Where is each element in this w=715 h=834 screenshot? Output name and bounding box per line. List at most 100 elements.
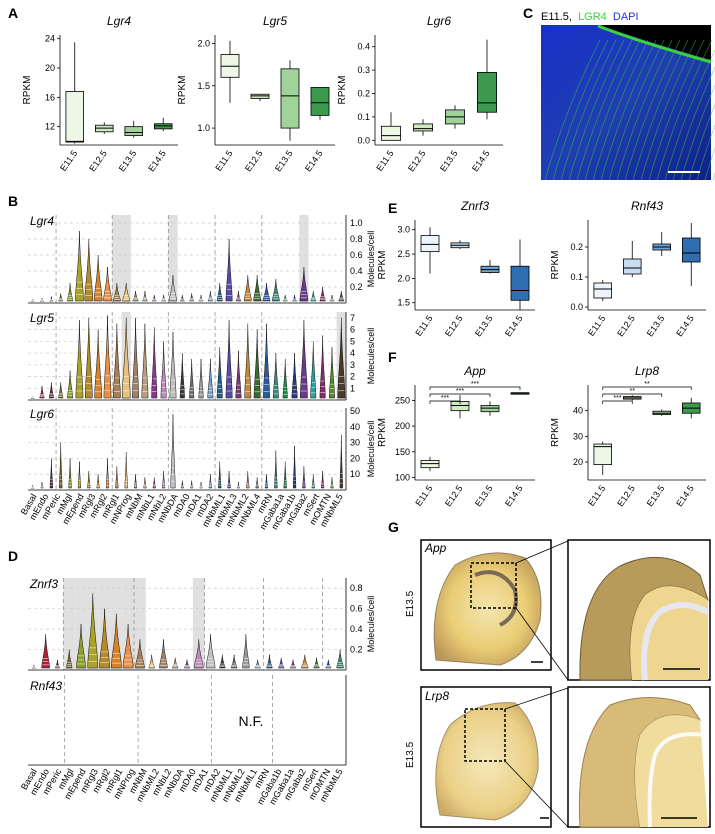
violin-shape [87, 471, 91, 489]
panel-label-d: D [8, 548, 18, 564]
lgr4-fiber [688, 103, 715, 181]
violin-shape [142, 290, 148, 302]
app-zoom-ventricle [641, 602, 710, 681]
chart-title: Znrf3 [460, 199, 489, 213]
violin-shape [235, 290, 241, 302]
app-section-feature [474, 570, 518, 627]
significance-bracket [429, 393, 491, 397]
lrp8-zoom-ventricle [647, 732, 706, 828]
panel-label-e: E [388, 200, 397, 216]
y-axis-label: RPKM [377, 251, 388, 280]
box-E13.5 [652, 409, 672, 416]
violin-title: Znrf3 [29, 577, 58, 591]
violin-shape [113, 282, 121, 302]
y-tick-label: 5 [350, 336, 355, 346]
violin-shape [189, 358, 195, 399]
y-tick-label: 3 [350, 360, 355, 370]
y-tick-label: 1 [350, 383, 355, 393]
lgr4-fiber [656, 39, 713, 181]
violin-shape [291, 353, 298, 399]
lgr4-fiber [680, 84, 715, 181]
app-section-shape [433, 552, 542, 666]
box-E14.5 [510, 392, 530, 395]
significance-bracket [602, 386, 692, 390]
chart-title: Lgr6 [427, 14, 451, 28]
violin-panels: 0.20.40.60.81.0Lgr4Molecules/cell1234567… [19, 214, 376, 806]
violin-shape [172, 657, 179, 669]
violin-shape [337, 317, 346, 399]
box-body [65, 91, 85, 143]
y-tick-label: 200 [395, 421, 410, 431]
violin-rnf43: Rnf43 [28, 675, 347, 766]
significance-bracket [429, 386, 521, 390]
violin-shape [141, 323, 149, 399]
y-tick-label: 2.0 [397, 273, 410, 283]
violin-shape [66, 649, 73, 669]
violin-shape [103, 266, 112, 302]
x-tick-label: E13.5 [117, 148, 139, 173]
violin-shape [300, 320, 308, 399]
x-tick-label: E12.5 [615, 313, 637, 338]
x-tick-label: E13.5 [273, 148, 295, 173]
boxplot-rnf43: Rnf43 0.0 0.1 0.2 RPKM E11.5 E12.5 E13.5 E14.5 [550, 199, 706, 338]
panel-g-lrp8: Lrp8 E13.5 [405, 686, 711, 828]
panel-label-b: B [8, 193, 18, 209]
y-axis-label: RPKM [550, 418, 561, 447]
y-tick-label: 0.8 [350, 583, 363, 593]
y-tick-label: 2.5 [397, 249, 410, 259]
lrp8-zoom-line-top [504, 687, 569, 710]
violin-shape [115, 466, 119, 489]
box-E11.5 [220, 40, 240, 103]
highlight-band [299, 215, 309, 303]
violin-shape [41, 634, 50, 669]
y-axis-label: RPKM [337, 76, 348, 105]
violin-shape [75, 320, 84, 399]
box-body [476, 72, 497, 113]
panel-label-f: F [388, 349, 397, 365]
y-tick-label: 0.8 [350, 234, 363, 244]
boxplot-lgr6: Lgr6 0.0 0.1 0.2 0.3 0.4 RPKM E11.5 E12.5 E13.5 E1… [337, 14, 503, 173]
violin-shape [113, 323, 121, 399]
significance-stars: *** [613, 395, 621, 402]
y-axis-label: Molecules/cell [366, 231, 376, 288]
violin-shape [274, 450, 278, 489]
y-tick-label: 0.4 [350, 624, 363, 634]
violin-shape [263, 323, 270, 399]
violin-shape [133, 474, 138, 489]
boxplot-lgr5: Lgr5 1.0 1.5 2.0 RPKM E11.5 E12.5 E13.5 E14.5 [177, 14, 335, 173]
lrp8-zoom-box [464, 708, 506, 762]
lgr4-fiber [632, 39, 689, 181]
y-tick-label: 2.0 [197, 38, 210, 48]
violin-shape [299, 266, 309, 302]
violin-shape [266, 654, 273, 669]
violin-shape [105, 458, 110, 489]
y-tick-label: 0.6 [350, 604, 363, 614]
lgr4-fiber [640, 39, 697, 181]
violin-shape [207, 290, 213, 302]
box-E11.5 [380, 112, 401, 141]
y-tick-label: 0.2 [350, 282, 363, 292]
box-E11.5 [420, 227, 440, 274]
violin-shape [243, 274, 252, 302]
x-tick-label: E11.5 [586, 483, 607, 507]
violin-shape [330, 477, 334, 489]
boxplot-lgr4: Lgr4 12 16 20 24 RPKM E11.5 E12.5 E13.5 E14.5 [22, 14, 178, 173]
x-tick-label: E12.5 [406, 148, 428, 173]
panel-c-image: E11.5, LGR4 DAPI [541, 11, 715, 181]
box-E13.5 [280, 60, 300, 141]
violin-shape [162, 471, 166, 489]
lgr4-fiber [560, 39, 617, 181]
y-tick-label: 6 [350, 325, 355, 335]
y-axis-label: RPKM [22, 76, 33, 105]
if-image-fibers [544, 39, 715, 181]
violin-shape [180, 480, 184, 489]
y-tick-label: 10 [350, 469, 360, 479]
x-tick-label: E14.5 [674, 313, 696, 338]
violin-shape [262, 282, 271, 302]
box-E12.5 [250, 93, 270, 101]
panel-label-a: A [8, 5, 18, 21]
y-axis-label: Molecules/cell [366, 328, 376, 385]
violin-shape [189, 293, 195, 302]
chart-title: Lgr5 [263, 14, 287, 28]
violin-shape [143, 477, 147, 489]
